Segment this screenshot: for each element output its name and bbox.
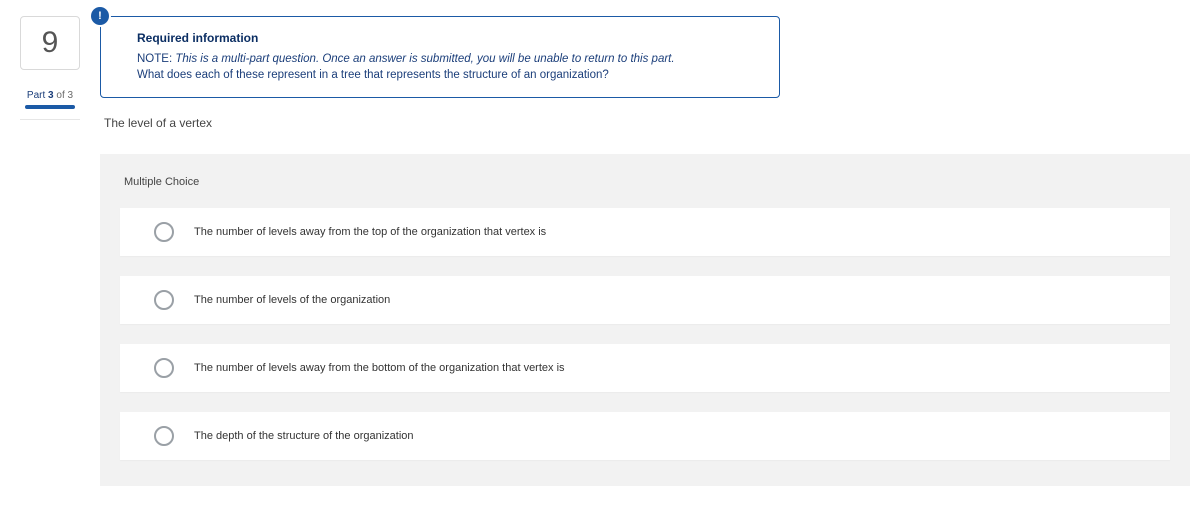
divider	[20, 119, 80, 120]
part-of-text: of	[54, 90, 68, 101]
option-text: The depth of the structure of the organi…	[194, 430, 414, 442]
alert-glyph: !	[98, 10, 102, 22]
option-text: The number of levels away from the top o…	[194, 226, 546, 238]
radio-icon[interactable]	[154, 426, 174, 446]
part-prefix: Part	[27, 90, 48, 101]
multiple-choice-panel: Multiple Choice The number of levels awa…	[100, 154, 1190, 486]
mc-option[interactable]: The number of levels of the organization	[120, 276, 1170, 324]
progress-bar	[25, 105, 75, 109]
mc-option[interactable]: The depth of the structure of the organi…	[120, 412, 1170, 460]
note-italic: This is a multi-part question. Once an a…	[175, 53, 674, 65]
question-number: 9	[42, 26, 59, 60]
info-title: Required information	[137, 31, 757, 45]
part-indicator: Part 3 of 3	[27, 90, 73, 101]
info-prompt: What does each of these represent in a t…	[137, 69, 609, 81]
right-column: ! Required information NOTE: This is a m…	[100, 16, 1190, 486]
note-prefix: NOTE:	[137, 53, 175, 65]
page-root: 9 Part 3 of 3 ! Required information NOT…	[0, 0, 1200, 486]
mc-option[interactable]: The number of levels away from the top o…	[120, 208, 1170, 256]
radio-icon[interactable]	[154, 290, 174, 310]
progress-fill	[25, 105, 75, 109]
sub-question: The level of a vertex	[104, 116, 1190, 130]
radio-icon[interactable]	[154, 358, 174, 378]
part-total: 3	[68, 90, 74, 101]
option-text: The number of levels of the organization	[194, 294, 390, 306]
info-box: Required information NOTE: This is a mul…	[100, 16, 780, 98]
left-column: 9 Part 3 of 3	[16, 16, 84, 486]
question-number-box: 9	[20, 16, 80, 70]
info-note: NOTE: This is a multi-part question. Onc…	[137, 51, 757, 83]
mc-title: Multiple Choice	[120, 170, 1170, 208]
option-text: The number of levels away from the botto…	[194, 362, 565, 374]
mc-option[interactable]: The number of levels away from the botto…	[120, 344, 1170, 392]
info-wrapper: ! Required information NOTE: This is a m…	[100, 16, 1190, 98]
radio-icon[interactable]	[154, 222, 174, 242]
alert-icon: !	[91, 7, 109, 25]
